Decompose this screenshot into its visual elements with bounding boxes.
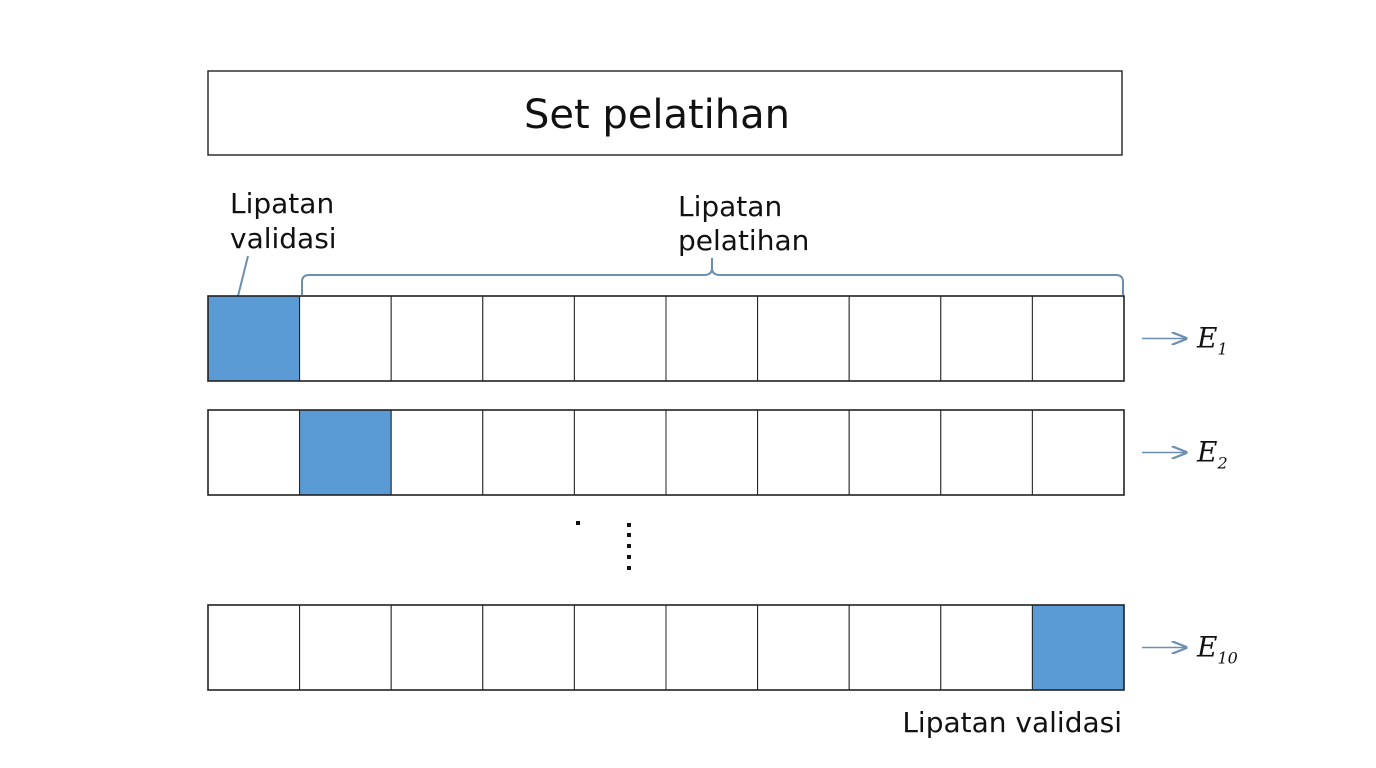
error-symbol: E xyxy=(1196,436,1217,469)
training-fold-cell xyxy=(665,295,759,382)
training-fold-cell xyxy=(1031,409,1125,496)
training-fold-cell xyxy=(390,409,484,496)
training-fold-cell xyxy=(665,604,759,691)
training-fold-cell xyxy=(482,409,575,496)
error-subscript: 2 xyxy=(1216,454,1227,473)
validation-fold-cell xyxy=(1031,604,1125,691)
ellipsis-dot xyxy=(627,533,631,537)
fold-row-border xyxy=(207,409,1125,496)
training-fold-cell xyxy=(390,604,484,691)
error-estimate-label: E10 xyxy=(1196,631,1238,668)
fold-row: E10 xyxy=(207,604,1238,691)
training-fold-bracket xyxy=(301,258,1124,295)
training-set-box xyxy=(207,70,1123,156)
training-fold-cell xyxy=(848,409,942,496)
error-subscript: 10 xyxy=(1217,649,1237,668)
error-symbol: E xyxy=(1196,322,1217,355)
validation-fold-pointer xyxy=(237,255,249,297)
training-fold-cell xyxy=(573,295,667,382)
ellipsis-dot xyxy=(576,521,580,525)
validation-fold-label-line-1: Lipatan xyxy=(230,187,334,220)
training-fold-cell xyxy=(757,295,850,382)
ellipsis-dots xyxy=(576,521,631,570)
training-fold-cell xyxy=(940,409,1033,496)
ellipsis-dot xyxy=(627,555,631,559)
fold-row-border xyxy=(207,604,1125,691)
validation-fold-cell xyxy=(299,409,392,496)
training-fold-cell xyxy=(207,409,301,496)
training-fold-cell xyxy=(573,604,667,691)
validation-fold-cell xyxy=(207,295,301,382)
bottom-validation-fold-label: Lipatan validasi xyxy=(902,706,1122,739)
fold-row-border xyxy=(207,295,1125,382)
training-fold-cell xyxy=(848,604,942,691)
error-estimate-label: E1 xyxy=(1196,322,1228,359)
ellipsis-dot xyxy=(627,544,631,548)
error-subscript: 1 xyxy=(1217,340,1227,359)
training-fold-cell xyxy=(757,409,850,496)
training-fold-cell xyxy=(482,604,575,691)
validation-fold-label-line-2: validasi xyxy=(230,222,337,255)
training-fold-cell xyxy=(207,604,301,691)
training-fold-cell xyxy=(299,604,392,691)
fold-row: E2 xyxy=(207,409,1228,496)
error-symbol: E xyxy=(1196,631,1217,664)
training-fold-cell xyxy=(299,295,392,382)
training-fold-cell xyxy=(848,295,942,382)
training-set-title: Set pelatihan xyxy=(524,92,790,138)
ellipsis-dot xyxy=(627,566,631,570)
training-fold-label-line-2: pelatihan xyxy=(678,224,809,257)
training-fold-cell xyxy=(390,295,484,382)
training-fold-cell xyxy=(1031,295,1125,382)
training-fold-cell xyxy=(482,295,575,382)
fold-row: E1 xyxy=(207,295,1228,382)
training-fold-cell xyxy=(573,409,667,496)
error-estimate-label: E2 xyxy=(1196,436,1228,473)
training-fold-cell xyxy=(665,409,759,496)
training-fold-label-line-1: Lipatan xyxy=(678,190,782,223)
training-fold-cell xyxy=(940,604,1033,691)
training-fold-cell xyxy=(940,295,1033,382)
ellipsis-dot xyxy=(627,523,631,527)
training-fold-cell xyxy=(757,604,850,691)
